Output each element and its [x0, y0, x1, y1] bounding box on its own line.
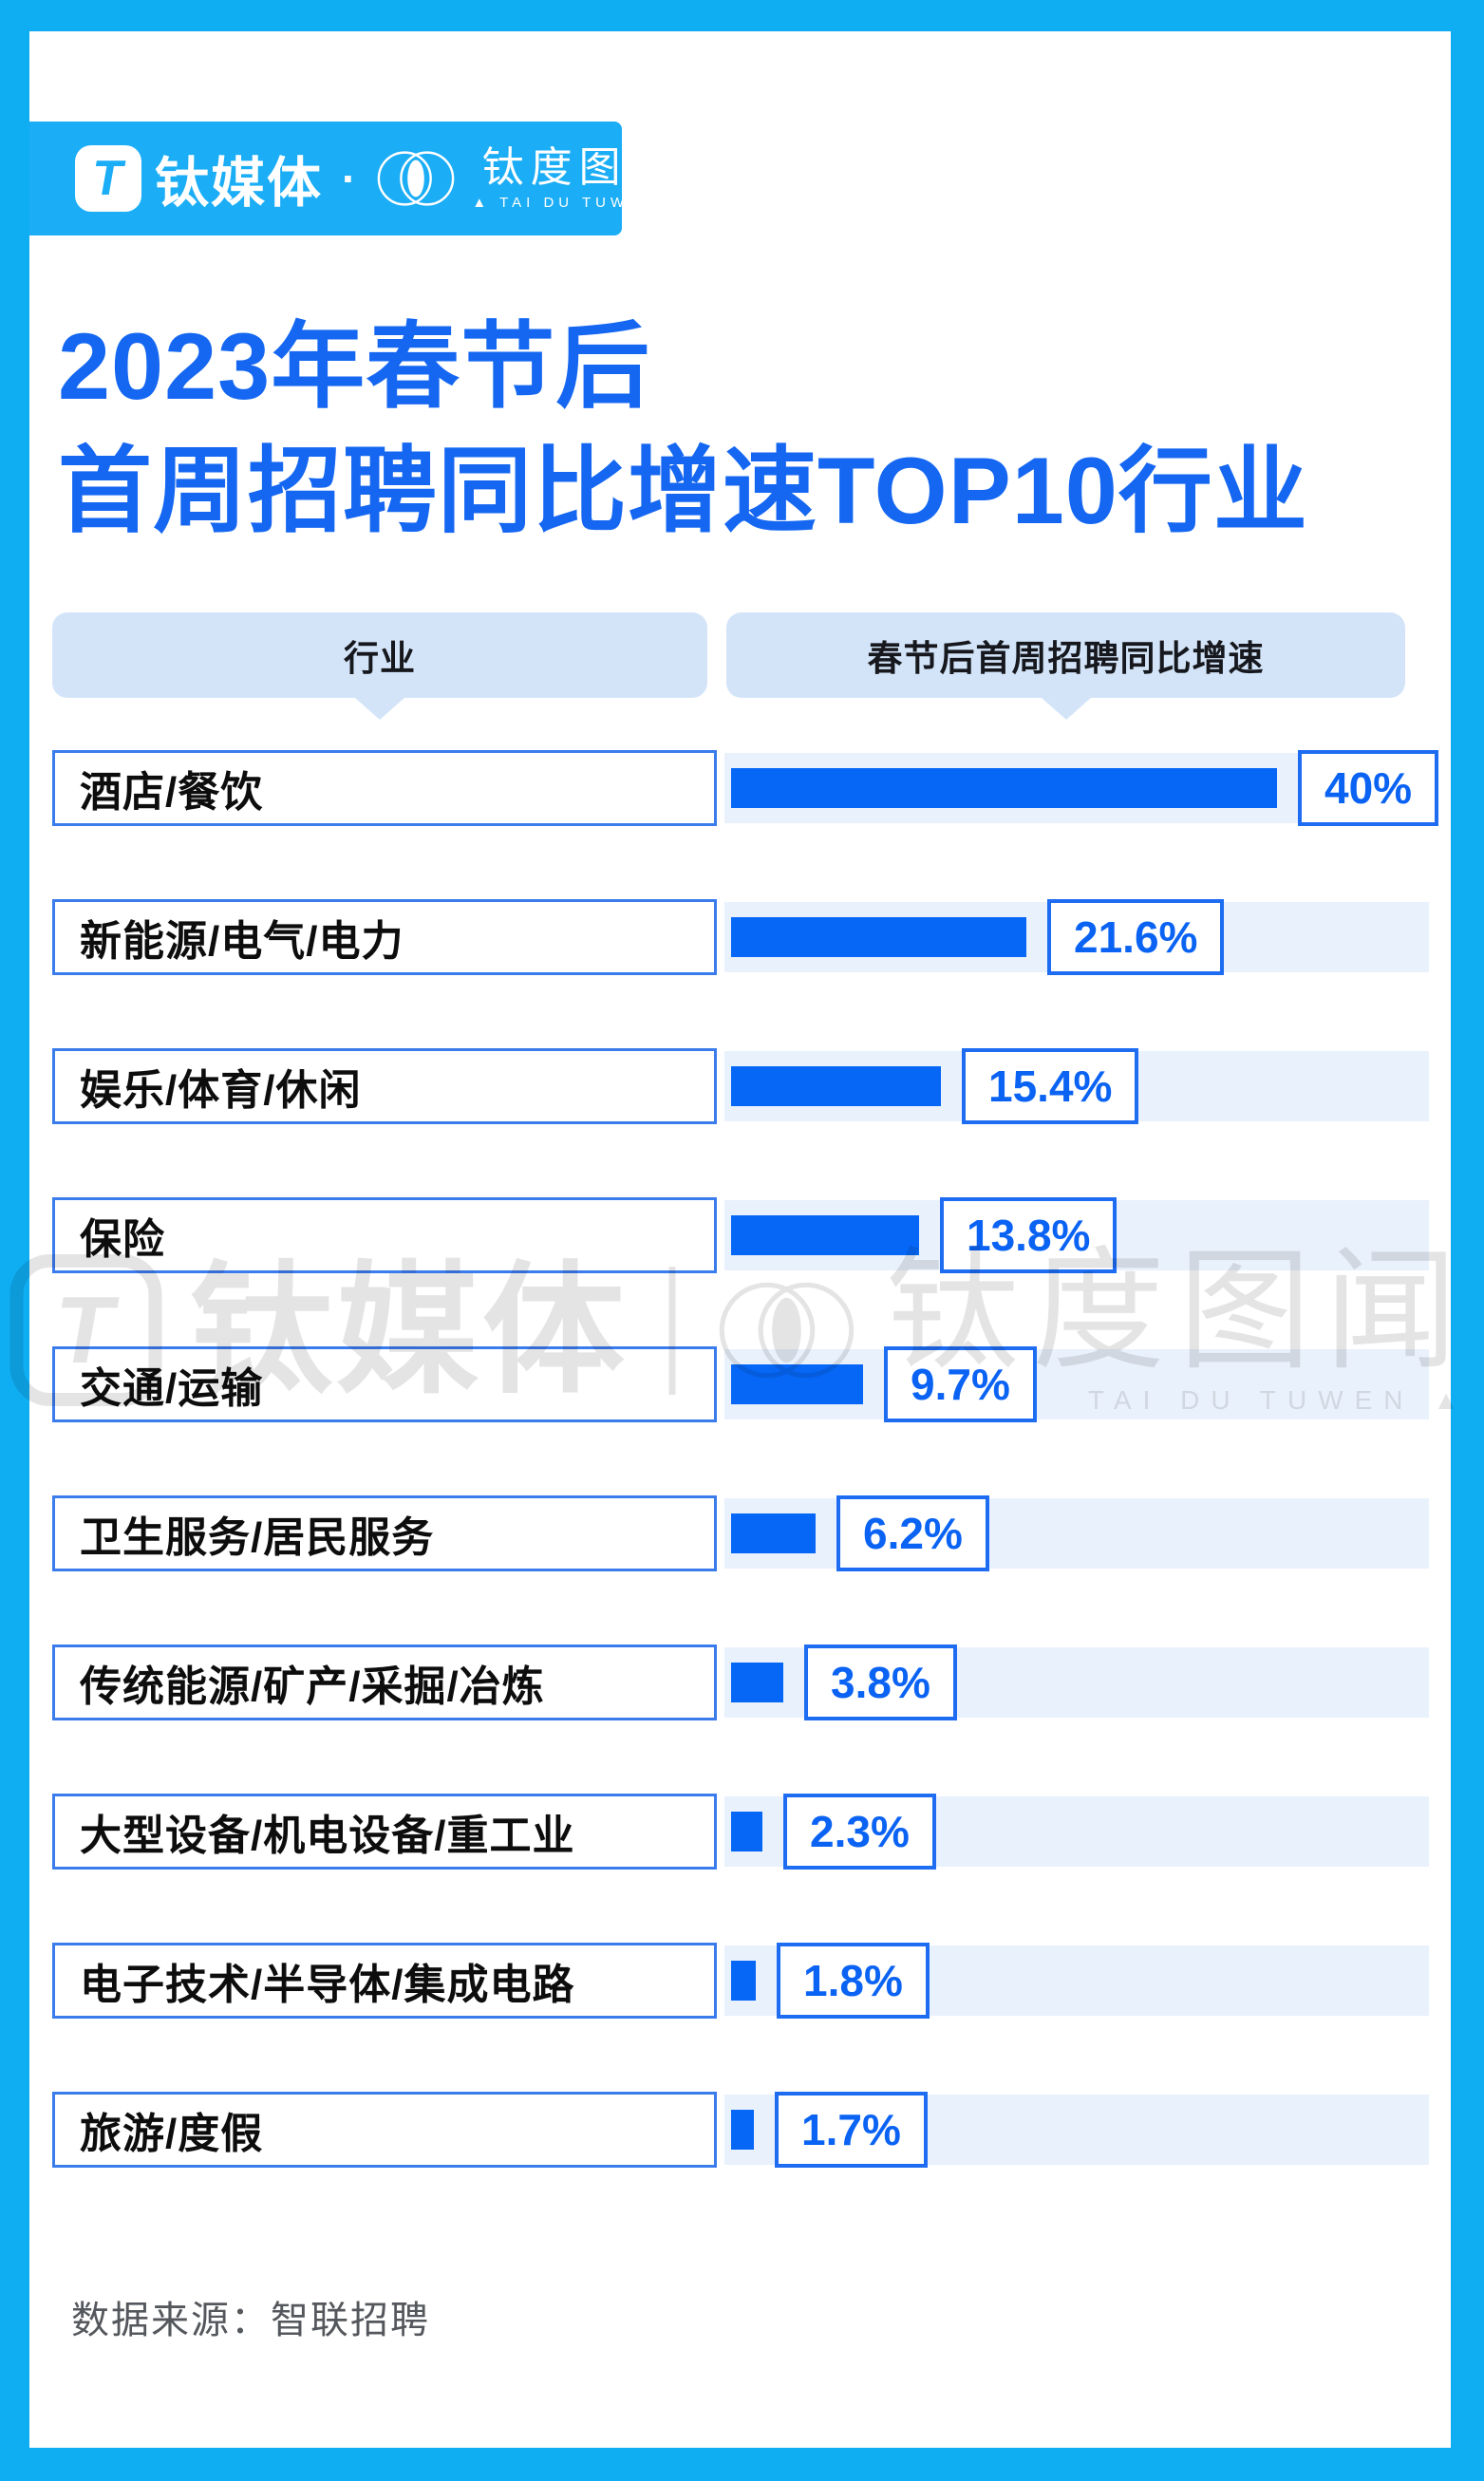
growth-value-badge: 1.7% [775, 2092, 928, 2168]
industry-label: 娱乐/体育/休闲 [52, 1048, 717, 1124]
growth-value-badge: 6.2% [836, 1495, 989, 1571]
table-row: 保险 13.8% [52, 1197, 1429, 1273]
bar-track: 1.7% [724, 2092, 1429, 2168]
growth-value-badge: 40% [1298, 750, 1439, 826]
growth-value-badge: 9.7% [884, 1346, 1037, 1422]
table-row: 新能源/电气/电力 21.6% [52, 899, 1429, 975]
tmtpost-logo-icon: T [75, 145, 141, 212]
growth-value-badge: 1.8% [777, 1943, 930, 2019]
table-row: 酒店/餐饮 40% [52, 750, 1439, 826]
growth-bar [731, 1364, 863, 1404]
growth-value-badge: 13.8% [940, 1197, 1118, 1273]
industry-label: 卫生服务/居民服务 [52, 1495, 717, 1571]
sub-brand-latin: ▲ TAI DU TUWEN ▲ [472, 195, 686, 212]
brand-separator-dot: · [342, 154, 357, 203]
industry-label: 大型设备/机电设备/重工业 [52, 1794, 717, 1870]
brand-banner: T 钛媒体 · 钛度图闻 ▲ TAI DU TUWEN ▲ [29, 122, 681, 235]
industry-label: 旅游/度假 [52, 2092, 717, 2168]
table-row: 娱乐/体育/休闲 15.4% [52, 1048, 1429, 1124]
growth-value-badge: 3.8% [804, 1645, 957, 1720]
sub-brand-block: 钛度图闻 ▲ TAI DU TUWEN ▲ [472, 143, 686, 212]
industry-label: 酒店/餐饮 [52, 750, 717, 826]
growth-bar [731, 1513, 816, 1553]
column-header-industry-label: 行业 [344, 639, 416, 678]
table-row: 交通/运输 9.7% [52, 1346, 1429, 1422]
sub-brand-name: 钛度图闻 [481, 143, 676, 191]
growth-bar [731, 1066, 941, 1106]
industry-label: 保险 [52, 1197, 717, 1273]
growth-value-badge: 21.6% [1047, 899, 1225, 975]
bar-track: 15.4% [724, 1048, 1429, 1124]
bar-track: 1.8% [724, 1943, 1429, 2019]
bar-track: 9.7% [724, 1346, 1429, 1422]
growth-bar [731, 1663, 783, 1702]
growth-value-badge: 15.4% [962, 1048, 1139, 1124]
tmtpost-logo-letter: T [87, 151, 128, 206]
taidu-tuwen-circles-icon [375, 142, 457, 215]
page-title-line2: 首周招聘同比增速TOP10行业 [58, 437, 1308, 543]
page-title: 2023年春节后 首周招聘同比增速TOP10行业 [58, 305, 1308, 553]
bar-track: 2.3% [724, 1794, 1429, 1870]
growth-bar [731, 1812, 762, 1851]
bar-track: 13.8% [724, 1197, 1429, 1273]
industry-label: 电子技术/半导体/集成电路 [52, 1943, 717, 2019]
data-source-note: 数据来源：智联招聘 [71, 2300, 430, 2341]
bar-track: 3.8% [724, 1645, 1429, 1720]
table-row: 旅游/度假 1.7% [52, 2092, 1429, 2168]
growth-value-badge: 2.3% [783, 1794, 936, 1870]
bar-track: 21.6% [724, 899, 1429, 975]
column-header-growth-label: 春节后首周招聘同比增速 [867, 639, 1265, 678]
bar-track: 40% [724, 750, 1439, 826]
growth-bar [731, 1961, 756, 2001]
pill-tail-icon [1041, 698, 1091, 720]
table-row: 大型设备/机电设备/重工业 2.3% [52, 1794, 1429, 1870]
infographic-card: T 钛媒体 · 钛度图闻 ▲ TAI DU TUWEN ▲ 2023年春节后 首… [9, 31, 1459, 2448]
column-header-growth: 春节后首周招聘同比增速 [726, 612, 1405, 720]
brand-name: 钛媒体 [155, 153, 323, 214]
growth-bar [731, 2110, 754, 2150]
growth-bar [731, 917, 1026, 957]
page-title-line1: 2023年春节后 [58, 313, 651, 419]
bar-track: 6.2% [724, 1495, 1429, 1571]
industry-label: 交通/运输 [52, 1346, 717, 1422]
pill-tail-icon [355, 698, 404, 720]
table-row: 电子技术/半导体/集成电路 1.8% [52, 1943, 1429, 2019]
growth-bar [731, 1215, 919, 1255]
industry-label: 传统能源/矿产/采掘/冶炼 [52, 1645, 717, 1720]
column-header-industry: 行业 [52, 612, 707, 720]
table-row: 卫生服务/居民服务 6.2% [52, 1495, 1429, 1571]
industry-label: 新能源/电气/电力 [52, 899, 717, 975]
table-row: 传统能源/矿产/采掘/冶炼 3.8% [52, 1645, 1429, 1720]
growth-bar [731, 768, 1277, 808]
